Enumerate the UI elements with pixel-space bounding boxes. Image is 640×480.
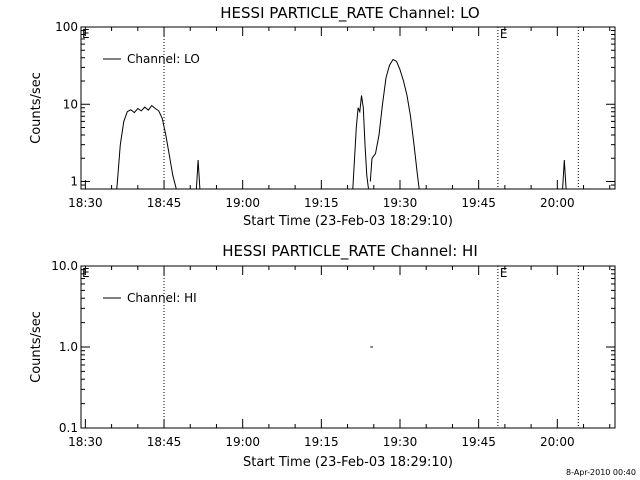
x-tick-label-lo: 18:30 xyxy=(68,196,103,210)
x-axis-label-hi: Start Time (23-Feb-03 18:29:10) xyxy=(243,455,453,470)
panel-hi: HESSI PARTICLE_RATE Channel: HI 0.1 1.0 10… xyxy=(29,242,616,470)
time-marker-label-lo: E xyxy=(500,27,508,41)
y-tick-label-hi: 0.1 xyxy=(59,421,78,435)
series-line-lo xyxy=(352,95,369,190)
y-axis-label-lo: Counts/sec xyxy=(29,72,44,144)
series-line-lo xyxy=(195,159,201,190)
corner-label-hi: E xyxy=(82,266,90,280)
y-tick-label-lo: 10 xyxy=(63,97,78,111)
x-tick-label-lo: 19:15 xyxy=(304,196,339,210)
x-tick-label-lo: 20:00 xyxy=(540,196,575,210)
y-tick-label-hi: 10.0 xyxy=(51,259,78,273)
x-axis-label-lo: Start Time (23-Feb-03 18:29:10) xyxy=(243,214,453,229)
x-tick-label-hi: 18:45 xyxy=(147,435,182,449)
chart-title-lo: HESSI PARTICLE_RATE Channel: LO xyxy=(220,4,479,23)
x-tick-label-lo: 19:30 xyxy=(383,196,418,210)
x-tick-label-lo: 19:45 xyxy=(461,196,496,210)
y-tick-label-lo: 100 xyxy=(55,20,78,34)
x-tick-label-hi: 19:00 xyxy=(225,435,260,449)
x-tick-label-lo: 18:45 xyxy=(147,196,182,210)
chart-title-hi: HESSI PARTICLE_RATE Channel: HI xyxy=(222,242,478,261)
time-marker-label-hi: E xyxy=(500,266,508,280)
x-tick-label-hi: 19:45 xyxy=(461,435,496,449)
y-tick-label-hi: 1.0 xyxy=(59,340,78,354)
legend-label-hi: Channel: HI xyxy=(127,291,197,305)
footer-timestamp: 8-Apr-2010 00:40 xyxy=(566,468,636,477)
x-tick-label-hi: 20:00 xyxy=(540,435,575,449)
legend-label-lo: Channel: LO xyxy=(127,52,200,66)
corner-label-lo: E xyxy=(82,27,90,41)
x-tick-label-hi: 18:30 xyxy=(68,435,103,449)
series-line-lo xyxy=(369,58,420,190)
series-line-lo xyxy=(562,159,567,190)
x-tick-label-hi: 19:15 xyxy=(304,435,339,449)
series-line-lo xyxy=(116,104,177,190)
x-tick-label-lo: 19:00 xyxy=(225,196,260,210)
panel-lo: HESSI PARTICLE_RATE Channel: LO 1 10 100 1… xyxy=(29,4,616,229)
x-tick-label-hi: 19:30 xyxy=(383,435,418,449)
y-tick-label-lo: 1 xyxy=(70,175,78,189)
y-axis-label-hi: Counts/sec xyxy=(29,311,44,383)
